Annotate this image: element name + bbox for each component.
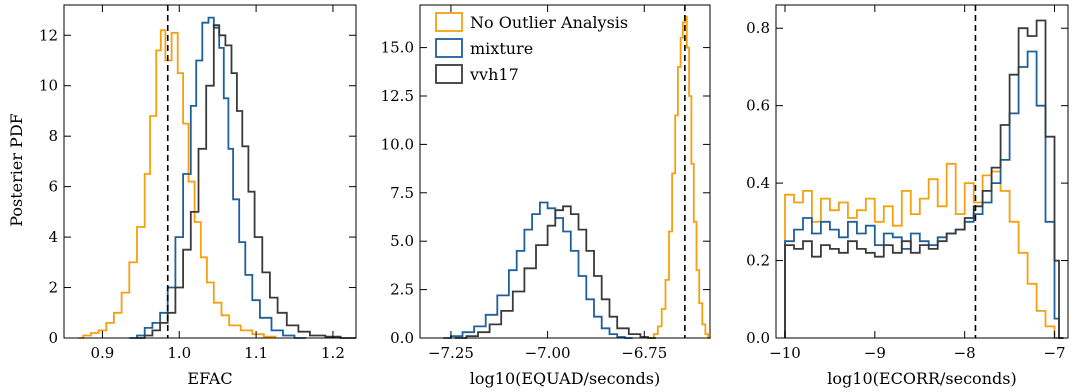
y-tick-label: 12 (39, 26, 58, 44)
x-tick-label: −7.00 (525, 344, 571, 362)
x-axis-label: EFAC (187, 369, 232, 388)
x-axis-label: log10(ECORR/seconds) (827, 369, 1016, 388)
y-tick-label: 0.0 (390, 329, 414, 347)
y-tick-label: 2.5 (390, 281, 414, 299)
histogram-no_outlier (78, 29, 277, 339)
x-tick-label: −8 (954, 344, 976, 362)
y-tick-label: 7.5 (390, 184, 414, 202)
x-tick-label: −7 (1043, 344, 1065, 362)
x-tick-label: −6.75 (621, 344, 667, 362)
histogram-no_outlier (784, 162, 1064, 339)
panel-efac: 0.9 1.0 1.1 1.2 0 2 4 6 8 10 12 EFAC (39, 4, 357, 388)
y-tick-label: 10.0 (381, 135, 414, 153)
legend-swatch-mixture (435, 38, 463, 58)
panel-equad: −7.25 −7.00 −6.75 0.0 2.5 5.0 7.5 10.0 12.5 15.0 l… (381, 4, 711, 388)
histogram-vvh17 (137, 24, 356, 339)
y-tick-label: 15.0 (381, 39, 414, 57)
histogram-mixture (784, 50, 1064, 339)
axes-frame (63, 4, 357, 339)
histogram-mixture (443, 201, 633, 339)
legend-swatch-vvh17 (435, 64, 463, 84)
y-tick-label: 6 (48, 178, 58, 196)
histogram-no_outlier (650, 15, 711, 339)
x-tick-label: 1.1 (244, 344, 268, 362)
legend-label-mixture: mixture (470, 39, 533, 58)
histogram-mixture (129, 16, 307, 339)
y-axis-label: Posterier PDF (7, 113, 26, 227)
y-tick-label: 0.4 (746, 174, 770, 192)
x-tick-label: 1.0 (167, 344, 191, 362)
legend: No Outlier Analysis mixture vvh17 (435, 12, 628, 84)
legend-label-vvh17: vvh17 (469, 65, 519, 84)
legend-label-no_outlier: No Outlier Analysis (470, 13, 628, 32)
axes-frame (775, 4, 1069, 339)
x-tick-label: −9 (864, 344, 886, 362)
y-tick-label: 5.0 (390, 232, 414, 250)
y-tick-label: 4 (48, 228, 58, 246)
x-axis-label: log10(EQUAD/seconds) (470, 369, 660, 388)
y-tick-label: 0 (48, 329, 58, 347)
panel-ecorr: −10 −9 −8 −7 0.0 0.2 0.4 0.6 0.8 log10(ECORR/seco… (746, 4, 1069, 388)
y-tick-label: 8 (48, 127, 58, 145)
y-tick-label: 0.6 (746, 97, 770, 115)
x-tick-label: −10 (769, 344, 801, 362)
y-tick-label: 10 (39, 77, 58, 95)
y-tick-label: 0.2 (746, 252, 770, 270)
legend-swatch-no_outlier (435, 12, 463, 32)
y-tick-label: 2 (48, 279, 58, 297)
x-tick-label: 1.2 (321, 344, 345, 362)
x-tick-label: −7.25 (428, 344, 474, 362)
histogram-vvh17 (454, 205, 656, 339)
x-tick-label: 0.9 (90, 344, 114, 362)
y-tick-label: 12.5 (381, 87, 414, 105)
y-tick-label: 0.8 (746, 19, 770, 37)
y-tick-label: 0.0 (746, 329, 770, 347)
histogram-vvh17 (784, 19, 1064, 339)
axes-frame (419, 4, 711, 339)
